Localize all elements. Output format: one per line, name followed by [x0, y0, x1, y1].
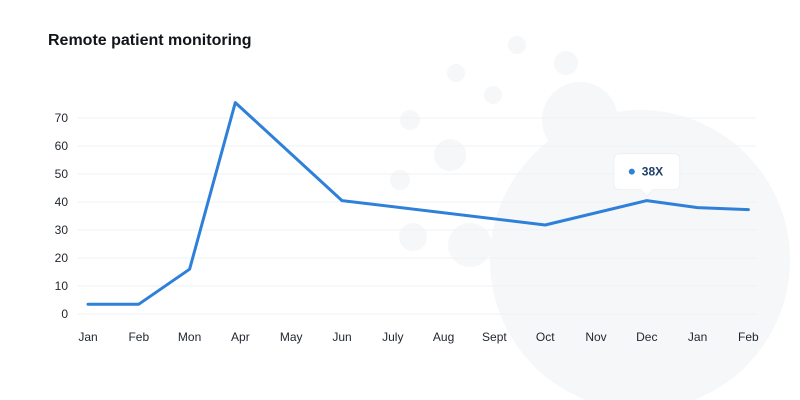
y-tick-label: 10	[55, 279, 69, 293]
x-tick-label: July	[382, 330, 403, 344]
y-tick-label: 40	[55, 195, 69, 209]
y-tick-label: 20	[55, 251, 69, 265]
y-tick-label: 30	[55, 223, 69, 237]
background-decoration	[390, 36, 790, 400]
series-line	[86, 101, 750, 306]
series-group	[86, 101, 750, 306]
x-tick-label: May	[280, 330, 303, 344]
x-tick-label: Feb	[128, 330, 149, 344]
y-tick-label: 70	[55, 111, 69, 125]
y-tick-label: 50	[55, 167, 69, 181]
x-tick-label: Jan	[688, 330, 707, 344]
y-axis: 0 10 20 30 40 50 60 70	[55, 111, 69, 321]
x-tick-label: Oct	[536, 330, 555, 344]
x-tick-label: Apr	[231, 330, 250, 344]
tooltip-dot	[628, 168, 635, 175]
x-tick-label: Nov	[585, 330, 606, 344]
tooltip-box	[613, 153, 681, 198]
y-tick-label: 0	[61, 307, 68, 321]
x-tick-label: Aug	[433, 330, 454, 344]
tooltip-label: 38X	[642, 165, 663, 179]
chart-title: Remote patient monitoring	[48, 32, 252, 49]
x-tick-label: Jun	[332, 330, 351, 344]
x-tick-label: Jan	[78, 330, 97, 344]
y-tick-label: 60	[55, 139, 69, 153]
x-tick-label: Sept	[482, 330, 507, 344]
x-tick-label: Dec	[636, 330, 657, 344]
tooltip: 38X	[613, 153, 681, 198]
x-axis: Jan Feb Mon Apr May Jun July Aug Sept Oct Nov Dec Ja…	[78, 330, 759, 344]
x-tick-label: Feb	[738, 330, 759, 344]
x-tick-label: Mon	[178, 330, 201, 344]
